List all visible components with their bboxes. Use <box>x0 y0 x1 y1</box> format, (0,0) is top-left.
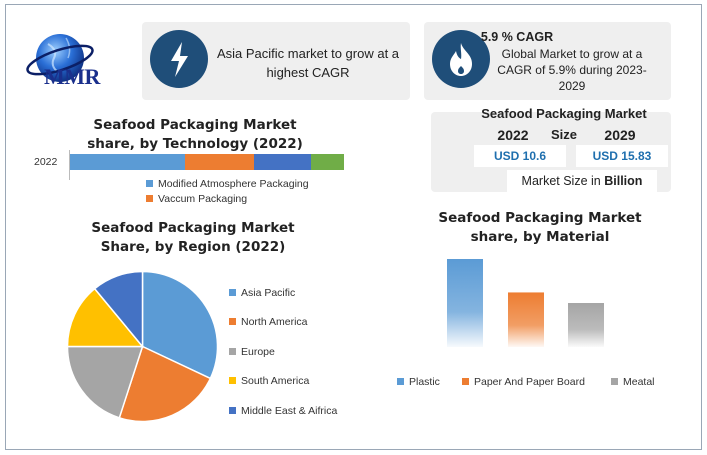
legend-label: Paper And Paper Board <box>474 376 585 388</box>
pie-slice-asia-pacific <box>141 270 219 380</box>
flame-icon <box>432 30 490 88</box>
legend-label: North America <box>241 316 308 328</box>
logo-text: MMR <box>44 64 100 89</box>
legend-item-vaccum-packaging: Vaccum Packaging <box>146 193 247 205</box>
asia-pacific-highlight-text: Asia Pacific market to grow at a highest… <box>216 46 400 80</box>
legend-swatch <box>397 377 404 385</box>
market-size-title: Seafood Packaging Market Size <box>481 106 647 142</box>
technology-bar-segment-3 <box>311 154 344 170</box>
legend-label: Asia Pacific <box>241 287 296 299</box>
market-size-unit-box <box>507 170 657 192</box>
pie-slice-europe <box>66 345 144 419</box>
legend-swatch <box>229 347 236 355</box>
legend-item-paper-board: Paper And Paper Board <box>462 376 585 388</box>
legend-label: Middle East & Aifrica <box>241 405 338 417</box>
market-size-value-2022: USD 10.6 <box>474 145 566 167</box>
legend-item-middle-east-africa: Middle East & Aifrica <box>229 405 337 417</box>
globe-icon <box>26 34 94 82</box>
legend-label: Plastic <box>409 376 440 388</box>
material-bar-meatal <box>568 303 604 347</box>
technology-category-label: 2022 <box>34 156 58 168</box>
pie-slice-south-america <box>66 287 145 348</box>
market-size-unit-bold: Billion <box>604 174 643 188</box>
market-size-year-2022: 2022 <box>497 127 529 143</box>
material-bar-chart <box>447 259 604 347</box>
legend-swatch <box>146 179 153 187</box>
legend-swatch <box>229 406 236 414</box>
legend-swatch <box>462 377 469 385</box>
legend-item-modified-atmosphere: Modified Atmosphere Packaging <box>146 178 309 190</box>
legend-swatch <box>146 194 153 202</box>
technology-chart-title: Seafood Packaging Market share, by Techn… <box>87 117 303 152</box>
legend-label: South America <box>241 375 310 387</box>
legend-item-europe: Europe <box>229 346 275 358</box>
technology-bar <box>70 154 344 170</box>
legend-item-asia-pacific: Asia Pacific <box>229 287 295 299</box>
legend-swatch <box>229 317 236 325</box>
lightning-bolt-icon <box>150 30 208 88</box>
market-size-unit-prefix: Market Size in <box>521 174 601 188</box>
legend-swatch <box>611 377 618 385</box>
cagr-title: 5.9 % CAGR <box>480 30 554 44</box>
technology-chart: 2022 <box>30 150 360 210</box>
market-size-unit: Market Size in Billion <box>507 174 657 188</box>
legend-label: Vaccum Packaging <box>158 193 248 205</box>
legend-swatch <box>229 376 236 384</box>
legend-swatch <box>229 288 236 296</box>
legend-item-south-america: South America <box>229 375 309 387</box>
technology-bar-segment-1 <box>185 154 254 170</box>
material-bar-plastic <box>447 259 483 347</box>
region-chart-title: Seafood Packaging Market Share, by Regio… <box>91 220 295 255</box>
technology-axis-line <box>69 150 70 180</box>
cagr-text: Global Market to grow at a CAGR of 5.9% … <box>497 47 647 93</box>
legend-label: Meatal <box>623 376 655 388</box>
legend-item-north-america: North America <box>229 316 308 328</box>
legend-item-plastic: Plastic <box>397 376 440 388</box>
pie-slice-north-america <box>118 345 212 423</box>
technology-bar-segment-2 <box>253 154 312 170</box>
brand-logo: MMR <box>20 30 140 94</box>
material-bar-paper-and-paper-board <box>508 292 544 347</box>
legend-item-meatal: Meatal <box>611 376 655 388</box>
pie-slice-middle-east-aifrica <box>93 270 144 349</box>
market-size-value-2029: USD 15.83 <box>576 145 668 167</box>
region-pie-chart <box>66 270 219 423</box>
legend-label: Europe <box>241 346 275 358</box>
legend-label: Modified Atmosphere Packaging <box>158 178 309 190</box>
material-chart-title: Seafood Packaging Market share, by Mater… <box>438 210 642 245</box>
technology-bar-segment-0 <box>70 154 186 170</box>
market-size-year-2029: 2029 <box>604 127 636 143</box>
